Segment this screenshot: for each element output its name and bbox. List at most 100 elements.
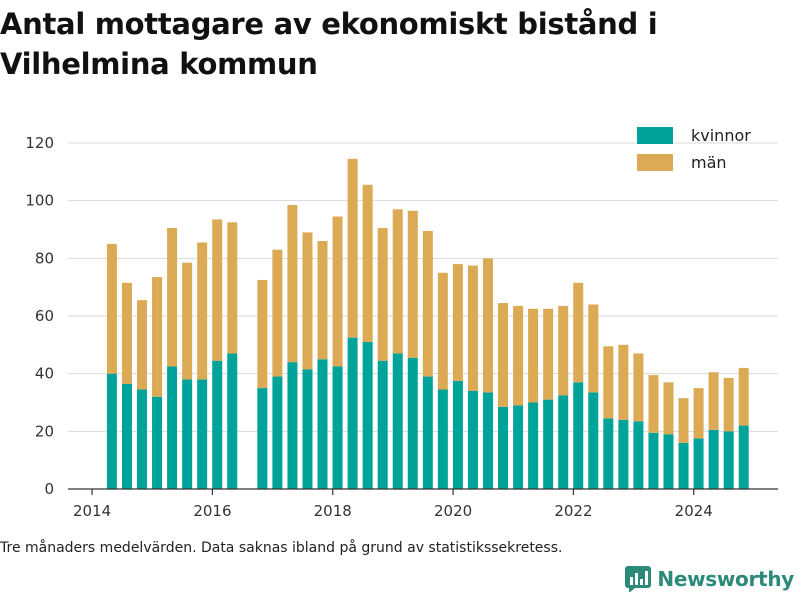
bar-kvinnor[interactable] — [573, 382, 584, 489]
bar-man[interactable] — [452, 264, 463, 381]
bar-kvinnor[interactable] — [302, 369, 313, 489]
bar-man[interactable] — [272, 249, 283, 377]
bar-kvinnor[interactable] — [287, 362, 298, 489]
x-tick-label: 2018 — [314, 502, 352, 520]
bar-man[interactable] — [227, 222, 238, 354]
bar-kvinnor[interactable] — [663, 434, 674, 489]
bar-kvinnor[interactable] — [377, 360, 388, 489]
bar-kvinnor[interactable] — [513, 405, 524, 489]
bar-kvinnor[interactable] — [422, 376, 433, 489]
bar-kvinnor[interactable] — [212, 360, 223, 489]
bar-man[interactable] — [121, 282, 132, 384]
axes: 0 20 40 60 80 100 120 2014 2016 2018 2020 2022 2024 — [25, 134, 778, 520]
bar-kvinnor[interactable] — [332, 366, 343, 489]
bar-kvinnor[interactable] — [498, 406, 509, 489]
bar-man[interactable] — [498, 303, 509, 407]
bar-man[interactable] — [197, 242, 208, 380]
bar-man[interactable] — [558, 305, 569, 396]
bar-man[interactable] — [693, 388, 704, 439]
bar-kvinnor[interactable] — [197, 379, 208, 489]
bar-man[interactable] — [106, 243, 117, 374]
bar-man[interactable] — [603, 346, 614, 419]
bar-man[interactable] — [167, 228, 178, 367]
bar-man[interactable] — [332, 216, 343, 367]
y-tick-label: 0 — [44, 480, 54, 498]
bar-kvinnor[interactable] — [723, 431, 734, 489]
bar-man[interactable] — [152, 277, 163, 397]
x-tick-label: 2016 — [193, 502, 231, 520]
bar-man[interactable] — [137, 300, 148, 390]
bar-kvinnor[interactable] — [633, 421, 644, 489]
bar-man[interactable] — [633, 353, 644, 422]
bar-kvinnor[interactable] — [227, 353, 238, 489]
bar-kvinnor[interactable] — [452, 380, 463, 489]
y-tick-label: 100 — [25, 192, 54, 210]
bar-kvinnor[interactable] — [603, 418, 614, 489]
bar-man[interactable] — [467, 265, 478, 391]
bar-kvinnor[interactable] — [588, 392, 599, 489]
bar-kvinnor[interactable] — [708, 429, 719, 489]
bar-kvinnor[interactable] — [106, 373, 117, 489]
legend-swatch — [637, 127, 673, 144]
bar-man[interactable] — [377, 228, 388, 361]
bar-man[interactable] — [528, 308, 539, 403]
legend-label: kvinnor — [691, 126, 751, 145]
legend-swatch — [637, 154, 673, 171]
bar-man[interactable] — [573, 282, 584, 383]
bar-kvinnor[interactable] — [678, 442, 689, 489]
bar-man[interactable] — [257, 279, 268, 389]
bar-man[interactable] — [182, 262, 193, 380]
bar-man[interactable] — [287, 204, 298, 363]
bar-man[interactable] — [302, 232, 313, 370]
bar-man[interactable] — [362, 184, 373, 342]
bar-kvinnor[interactable] — [467, 390, 478, 489]
footnote: Tre månaders medelvärden. Data saknas ib… — [0, 540, 563, 556]
bar-kvinnor[interactable] — [167, 366, 178, 489]
bar-kvinnor[interactable] — [121, 383, 132, 489]
bar-kvinnor[interactable] — [137, 389, 148, 489]
bar-kvinnor[interactable] — [543, 399, 554, 489]
bar-man[interactable] — [347, 158, 358, 338]
bar-kvinnor[interactable] — [618, 419, 629, 489]
bar-kvinnor[interactable] — [317, 359, 328, 489]
chart-title: Antal mottagare av ekonomiskt bistånd i … — [0, 7, 658, 81]
bar-man[interactable] — [513, 305, 524, 406]
bar-man[interactable] — [588, 304, 599, 393]
bar-kvinnor[interactable] — [272, 376, 283, 489]
legend: kvinnor män — [637, 126, 751, 172]
bar-kvinnor[interactable] — [648, 432, 659, 489]
bar-man[interactable] — [482, 258, 493, 393]
brand-logo[interactable]: Newsworthy — [625, 566, 794, 592]
bar-man[interactable] — [212, 219, 223, 361]
bar-kvinnor[interactable] — [528, 402, 539, 490]
bar-man[interactable] — [317, 241, 328, 360]
bar-kvinnor[interactable] — [392, 353, 403, 489]
bar-kvinnor[interactable] — [693, 438, 704, 489]
bar-kvinnor[interactable] — [362, 341, 373, 489]
bar-man[interactable] — [663, 382, 674, 435]
bar-man[interactable] — [543, 308, 554, 400]
bar-kvinnor[interactable] — [182, 379, 193, 489]
bar-man[interactable] — [723, 377, 734, 432]
bar-kvinnor[interactable] — [437, 389, 448, 489]
bar-kvinnor[interactable] — [407, 357, 418, 489]
bar-man[interactable] — [678, 398, 689, 443]
bar-kvinnor[interactable] — [558, 395, 569, 489]
bar-man[interactable] — [407, 210, 418, 358]
bar-man[interactable] — [708, 372, 719, 430]
y-tick-label: 40 — [35, 365, 54, 383]
bar-man[interactable] — [648, 375, 659, 433]
bar-man[interactable] — [618, 344, 629, 420]
bar-kvinnor[interactable] — [347, 337, 358, 489]
bar-kvinnor[interactable] — [482, 392, 493, 489]
bar-man[interactable] — [392, 209, 403, 354]
bar-kvinnor[interactable] — [152, 396, 163, 489]
bar-man[interactable] — [437, 272, 448, 390]
bar-man[interactable] — [738, 367, 749, 426]
bar-kvinnor[interactable] — [738, 425, 749, 489]
bar-stack-group — [106, 158, 749, 490]
bar-kvinnor[interactable] — [257, 388, 268, 489]
legend-label: män — [691, 153, 727, 172]
bar-man[interactable] — [422, 230, 433, 377]
